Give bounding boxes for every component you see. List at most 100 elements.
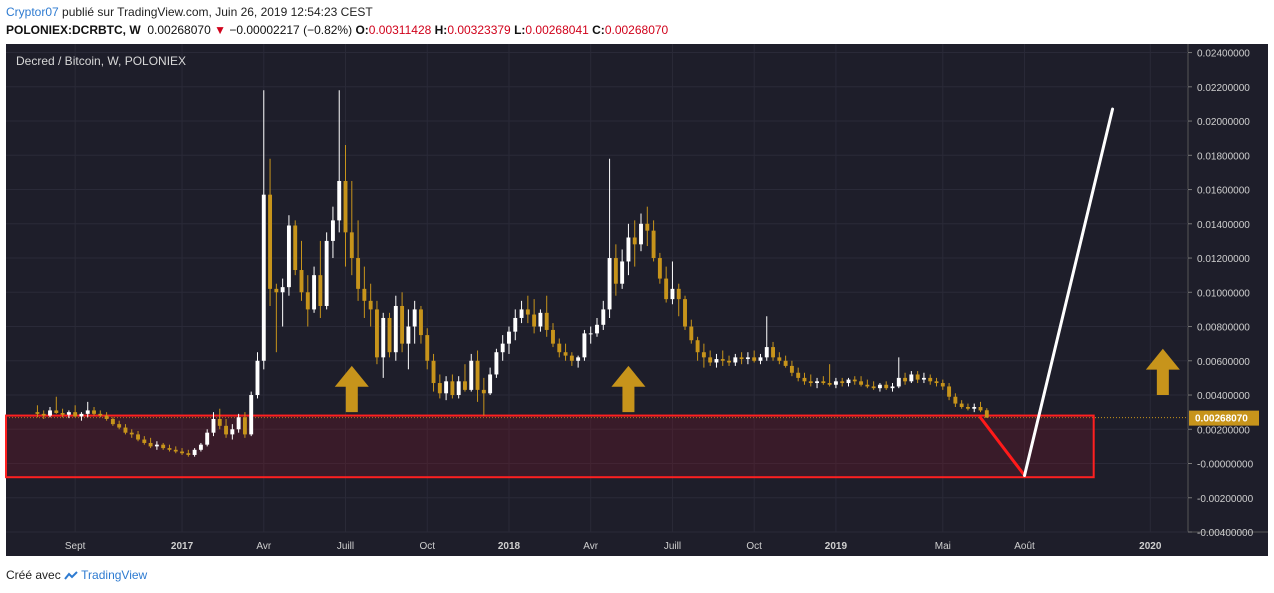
drawings[interactable] — [334, 107, 1180, 477]
candle-body — [35, 412, 40, 414]
candle-body — [154, 444, 159, 447]
candle-body — [362, 288, 367, 301]
candles — [35, 90, 989, 457]
symbol-label: POLONIEX:DCRBTC, W — [6, 23, 141, 37]
x-tick-label: Oct — [746, 541, 762, 552]
candle-body — [840, 381, 845, 384]
candle-body — [771, 347, 775, 358]
candle-body — [821, 381, 826, 384]
x-tick-label: Sept — [65, 541, 86, 552]
price-tag-text: 0.00268070 — [1195, 414, 1248, 425]
candle-body — [136, 434, 140, 440]
y-tick-label: 0.00600000 — [1197, 357, 1250, 368]
drop-trend-line[interactable] — [979, 416, 1027, 477]
up-arrow-icon[interactable] — [1145, 348, 1180, 396]
candle-body — [431, 360, 436, 384]
candle-body — [714, 359, 719, 363]
candle-body — [965, 407, 970, 409]
time-axis[interactable] — [6, 532, 1268, 556]
ohlc-header: POLONIEX:DCRBTC, W 0.00268070 ▼ −0.00002… — [6, 23, 668, 37]
candle-body — [733, 357, 738, 363]
y-tick-label: 0.02200000 — [1197, 83, 1250, 94]
candle-body — [846, 379, 851, 384]
candle-body — [934, 381, 939, 384]
candle-body — [330, 220, 335, 241]
candle-body — [928, 377, 933, 382]
x-tick-label: Juill — [337, 541, 354, 552]
candle-body — [356, 258, 361, 289]
support-zone[interactable] — [5, 414, 1095, 479]
candle-body — [211, 418, 216, 433]
candle-body — [481, 389, 486, 394]
candle-body — [752, 357, 757, 361]
y-tick-label: 0.02400000 — [1197, 49, 1250, 60]
candle-body — [645, 223, 650, 231]
close-label: C: — [592, 23, 605, 37]
candle-body — [425, 335, 430, 361]
y-tick-label: -0.00000000 — [1197, 460, 1254, 471]
x-tick-label: 2020 — [1139, 541, 1162, 552]
chart-title: Decred / Bitcoin, W, POLONIEX — [16, 54, 186, 68]
last-price: 0.00268070 — [147, 23, 211, 37]
candle-body — [808, 381, 813, 384]
high-label: H: — [434, 23, 448, 37]
candle-body — [909, 374, 914, 382]
candle-body — [588, 333, 593, 335]
high-value: 0.00323379 — [447, 23, 511, 37]
candle-body — [85, 410, 90, 414]
candle-body — [167, 448, 172, 450]
candle-body — [66, 412, 71, 415]
candle-body — [173, 449, 178, 452]
candle-body — [664, 278, 669, 300]
candle-body — [871, 386, 876, 389]
candle-body — [921, 377, 926, 380]
publish-info: Cryptor07 publié sur TradingView.com, Ju… — [6, 5, 373, 19]
candle-body — [563, 352, 568, 356]
candle-body — [582, 333, 587, 358]
x-tick-label: Avr — [583, 541, 598, 552]
close-value: 0.00268070 — [604, 23, 669, 37]
x-tick-label: Juill — [664, 541, 681, 552]
candle-body — [513, 317, 518, 332]
candle-body — [242, 417, 247, 435]
candle-body — [745, 357, 750, 360]
candle-body — [305, 292, 310, 310]
price-axis[interactable] — [1188, 44, 1268, 532]
candle-body — [488, 374, 493, 394]
candle-body — [293, 225, 298, 271]
x-tick-label: Oct — [419, 541, 435, 552]
candle-body — [274, 288, 279, 293]
y-tick-label: 0.00400000 — [1197, 391, 1250, 402]
candle-body — [620, 261, 625, 284]
candle-body — [374, 309, 379, 358]
candle-body — [406, 326, 411, 344]
plot-area[interactable] — [6, 44, 1188, 532]
candle-body — [777, 357, 782, 361]
up-arrow-icon[interactable] — [611, 365, 646, 413]
author-link[interactable]: Cryptor07 — [6, 5, 59, 19]
candle-body — [544, 312, 549, 330]
candle-body — [60, 412, 65, 415]
candle-body — [343, 180, 348, 233]
candle-body — [739, 357, 744, 360]
candle-body — [639, 223, 643, 245]
candle-body — [758, 357, 763, 361]
grid — [6, 44, 1188, 533]
candle-body — [387, 317, 392, 353]
down-triangle-icon: ▼ — [214, 23, 226, 37]
candle-body — [827, 383, 832, 385]
candle-body — [255, 360, 260, 396]
up-arrow-icon[interactable] — [334, 365, 369, 413]
candle-body — [412, 309, 417, 327]
candle-body — [595, 324, 599, 334]
candle-body — [73, 412, 78, 417]
tradingview-link[interactable]: TradingView — [81, 568, 148, 582]
projection-trend-line[interactable] — [1023, 107, 1115, 477]
candle-body — [632, 237, 637, 245]
candle-body — [695, 340, 700, 353]
x-tick-label: 2018 — [498, 541, 521, 552]
support-zone-rect[interactable] — [5, 414, 1095, 479]
candle-body — [444, 381, 449, 394]
candle-body — [796, 372, 801, 378]
